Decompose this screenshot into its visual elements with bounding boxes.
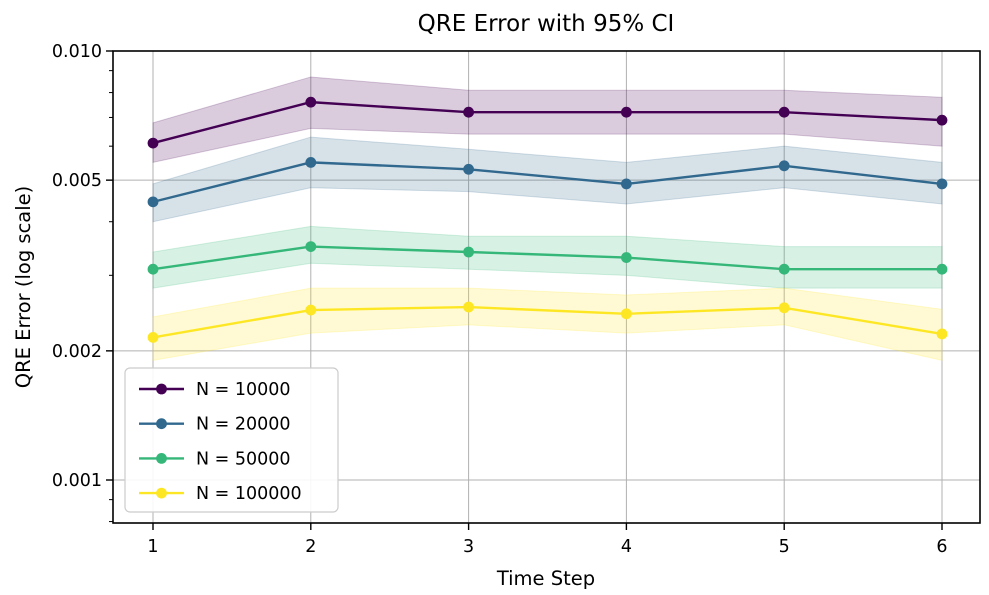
legend-swatch-marker [156,383,167,395]
ci-band-series-1 [152,136,943,223]
data-point [147,196,159,208]
grid-layer [113,50,980,523]
legend-item-3: N = 100000 [139,484,302,504]
legend-label: N = 20000 [196,415,291,435]
series-line-1 [152,161,943,204]
data-point [778,106,790,118]
x-tick-label: 5 [779,537,790,557]
data-point [936,114,948,126]
data-point [936,328,948,340]
data-point [305,241,317,252]
data-point [936,178,948,190]
y-axis-label: QRE Error (log scale) [12,186,35,389]
series-line-2 [152,245,942,271]
data-point [305,304,317,316]
plot-border [112,50,981,524]
data-point [778,263,790,275]
legend-label: N = 10000 [196,380,291,400]
ci-band-series-3 [152,287,943,362]
x-tick-label: 3 [463,537,474,557]
legend-item-1: N = 20000 [139,415,291,435]
data-point [621,106,632,118]
chart-title: QRE Error with 95% CI [418,11,675,37]
data-point [147,137,159,149]
series-layer [147,96,948,343]
legend-label: N = 50000 [196,449,291,469]
x-tick-label: 4 [621,537,632,557]
series-line-3 [152,305,943,339]
data-point [936,263,948,275]
ci-bands-layer [152,76,943,362]
data-point [463,163,474,175]
data-point [147,331,159,343]
legend-swatch-marker [156,487,167,499]
legend-swatch-marker [156,418,167,430]
x-tick-label: 6 [936,537,947,557]
axis-layer: 0.001 0.002 0.005 0.010 1 2 3 4 5 6 [52,42,948,557]
x-axis-label: Time Step [496,567,595,590]
y-tick-label: 0.005 [52,171,102,191]
legend-box [124,367,339,513]
x-tick-label: 2 [305,537,316,557]
data-point [147,263,159,275]
legend-item-0: N = 10000 [139,380,291,400]
y-tick-label: 0.002 [52,342,102,362]
y-tick-label: 0.010 [52,42,102,62]
ci-band-series-2 [152,225,943,289]
data-point [463,106,474,118]
data-point [305,96,317,108]
x-tick-label: 1 [147,537,158,557]
y-tick-label: 0.001 [52,471,102,491]
legend-label: N = 100000 [196,484,302,504]
series-line-0 [152,100,943,145]
data-point [778,302,790,314]
legend-swatch-marker [156,453,167,464]
data-point [621,308,632,320]
data-point [463,301,474,313]
legend-item-2: N = 50000 [139,449,291,469]
data-point [778,160,790,172]
data-point [463,246,474,258]
data-point [621,178,632,190]
data-point [305,156,317,168]
legend: N = 10000 N = 20000 N = 50000 N = 100000 [124,367,339,513]
data-point [621,252,632,263]
ci-band-series-0 [152,76,943,164]
